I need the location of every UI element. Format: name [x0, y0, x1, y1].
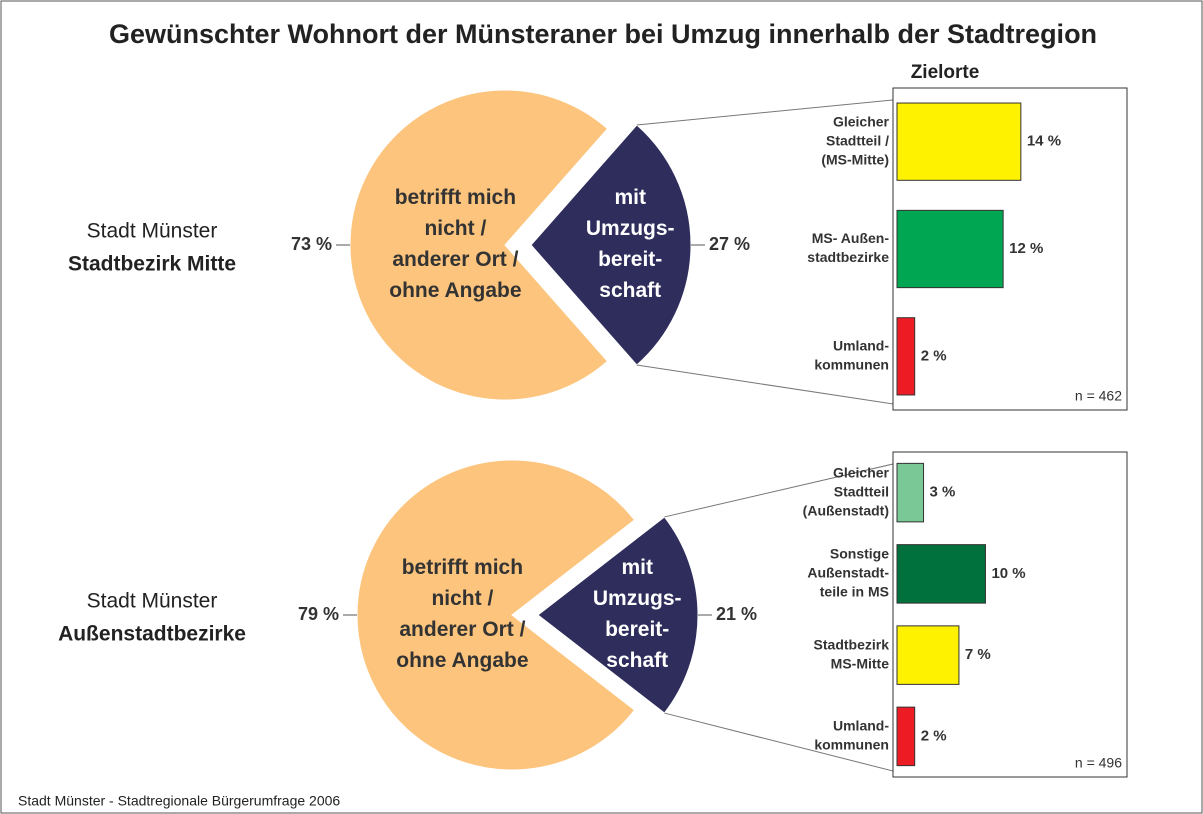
bar — [896, 102, 1022, 181]
slice-label: betrifft mich — [402, 556, 523, 579]
bar — [896, 209, 1004, 289]
bar-category: Gleicher — [833, 113, 890, 129]
value-label: 10 % — [991, 565, 1025, 582]
slice-label: ohne Angabe — [396, 649, 528, 672]
sample-size: n = 496 — [1075, 755, 1122, 771]
slice-label: Umzugs- — [593, 587, 682, 610]
group-label: Außenstadtbezirke — [58, 623, 246, 646]
bar-category: stadtbezirke — [807, 249, 889, 265]
bar — [896, 706, 916, 767]
bar-category: (Außenstadt) — [803, 502, 889, 518]
slice-label: schaft — [606, 649, 668, 672]
group-label: Stadt Münster — [87, 590, 218, 613]
bar-category: kommunen — [814, 737, 889, 753]
slice-label: anderer Ort / — [392, 248, 518, 271]
value-label: 79 % — [298, 604, 339, 624]
bar-category: kommunen — [814, 357, 889, 373]
value-label: 3 % — [930, 484, 956, 501]
bar-category: Umland- — [833, 338, 889, 354]
bar-category: (MS-Mitte) — [821, 151, 889, 167]
bar-category: Sonstige — [830, 546, 889, 562]
connector — [636, 99, 894, 126]
slice-label: anderer Ort / — [399, 618, 525, 641]
value-label: 7 % — [965, 646, 991, 663]
connector — [664, 463, 894, 518]
bar — [896, 544, 986, 604]
connector — [636, 364, 894, 405]
bar-title: Zielorte — [911, 62, 980, 83]
group-label: Stadt Münster — [87, 220, 218, 243]
value-label: 73 % — [291, 234, 332, 254]
slice-label: ohne Angabe — [389, 279, 521, 302]
slice-label: mit — [621, 556, 653, 579]
bar-category: Gleicher — [833, 464, 890, 480]
source: Stadt Münster - Stadtregionale Bürgerumf… — [18, 793, 340, 809]
slice-label: bereit- — [605, 618, 669, 641]
bar-category: MS-Mitte — [831, 655, 890, 671]
bar-category: Umland- — [833, 718, 889, 734]
bar — [896, 317, 916, 396]
bar — [896, 462, 925, 523]
value-label: 2 % — [921, 347, 947, 364]
sample-size: n = 462 — [1075, 388, 1122, 404]
slice-label: betrifft mich — [395, 186, 516, 209]
value-label: 12 % — [1009, 240, 1043, 257]
bar-category: MS- Außen- — [812, 230, 890, 246]
slice-label: Umzugs- — [586, 217, 675, 240]
bar-box — [892, 451, 1128, 778]
bar-category: Stadtbezirk — [814, 636, 890, 652]
pie-slice — [537, 516, 699, 714]
bar-category: Stadtteil — [834, 483, 889, 499]
group-label: Stadtbezirk Mitte — [68, 253, 236, 276]
slice-label: nicht / — [424, 217, 486, 240]
pie-slice — [356, 459, 636, 771]
value-label: 21 % — [716, 604, 757, 624]
pie-slice — [349, 89, 609, 401]
connector — [664, 712, 894, 772]
slice-label: bereit- — [598, 248, 662, 271]
slice-label: mit — [614, 186, 646, 209]
value-label: 27 % — [709, 234, 750, 254]
bar-category: teile in MS — [820, 584, 889, 600]
chart-title: Gewünschter Wohnort der Münsteraner bei … — [109, 19, 1097, 49]
bar — [896, 625, 960, 685]
slice-label: nicht / — [431, 587, 493, 610]
slice-label: schaft — [599, 279, 661, 302]
bar-category: Stadtteil / — [826, 132, 889, 148]
value-label: 2 % — [921, 727, 947, 744]
value-label: 14 % — [1027, 133, 1061, 150]
bar-category: Außenstadt- — [807, 565, 889, 581]
